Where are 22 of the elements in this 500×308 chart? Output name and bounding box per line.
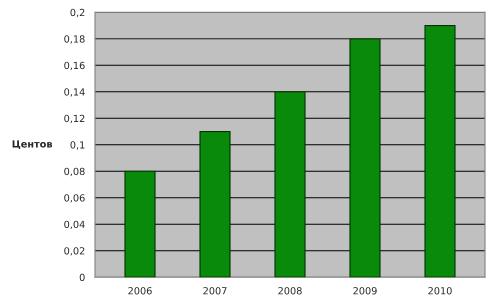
x-tick-label: 2007 [203,287,227,294]
y-tick-label: 0,08 [64,168,85,176]
x-tick-label: 2010 [428,287,452,294]
y-tick-label: 0,1 [70,141,84,150]
y-tick-label: 0,04 [64,220,85,230]
x-tick-label: 2009 [353,287,377,294]
y-tick-label: 0,18 [64,35,85,44]
y-tick-label: 0,2 [70,8,84,18]
y-tick-label: 0,12 [64,114,84,124]
bar [124,170,156,278]
bar [274,91,306,278]
y-tick-label: 0,16 [64,62,85,70]
bar [199,130,231,278]
y-axis-title: Центов [12,140,52,149]
bar [349,38,381,278]
y-tick-label: 0 [80,274,85,282]
x-tick-label: 2008 [278,287,302,294]
y-tick-label: 0,06 [64,194,85,203]
x-tick-label: 2006 [128,287,152,294]
bar [424,25,456,278]
y-tick-label: 0,02 [64,247,84,256]
y-tick-label: 0,14 [64,88,85,97]
